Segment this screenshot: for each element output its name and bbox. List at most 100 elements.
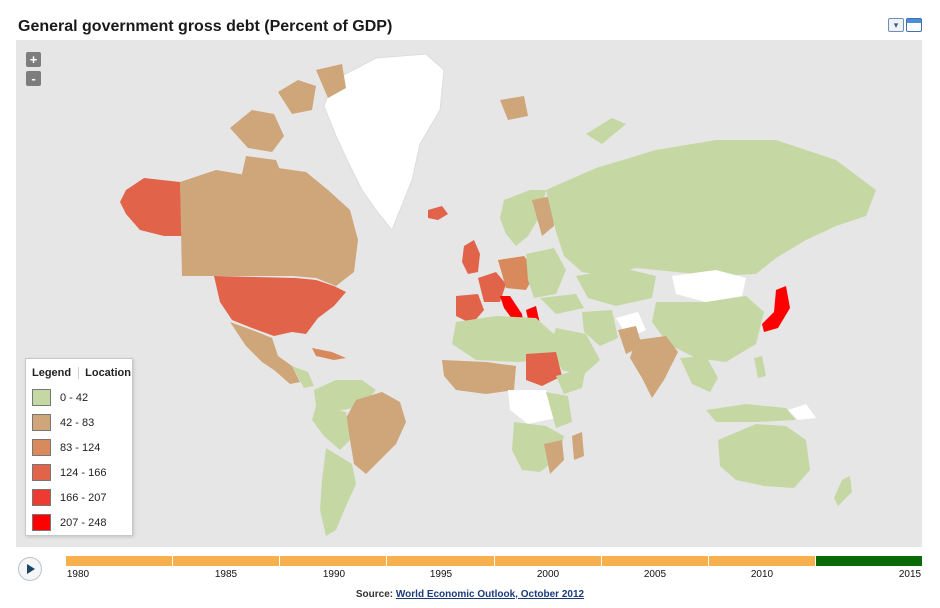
- country-madagascar: [572, 432, 584, 460]
- country-mexico: [230, 322, 300, 384]
- tab-legend[interactable]: Legend: [32, 367, 72, 379]
- legend-swatch: [32, 464, 51, 481]
- world-map[interactable]: + - Legend Location 0 - 42 42 - 83 83 - …: [16, 40, 922, 547]
- timeline-label: 2010: [750, 569, 774, 580]
- country-finland: [532, 196, 554, 236]
- legend-item: 0 - 42: [32, 385, 132, 410]
- timeline-label: 2005: [643, 569, 667, 580]
- country-iceland: [428, 206, 448, 220]
- timeline-label: 1995: [429, 569, 453, 580]
- country-afghanistan: [616, 312, 646, 338]
- country-uk: [462, 240, 480, 274]
- country-papua: [788, 404, 816, 420]
- play-button[interactable]: [18, 557, 42, 581]
- timeline-segment-1995[interactable]: [387, 556, 495, 566]
- country-iran: [582, 310, 618, 346]
- timeline-segment-2015[interactable]: [815, 556, 922, 566]
- country-caribbean: [312, 348, 346, 360]
- legend-item: 207 - 248: [32, 510, 132, 535]
- country-indonesia: [706, 404, 796, 422]
- legend-label: 166 - 207: [60, 491, 107, 504]
- country-central-america: [292, 366, 314, 388]
- legend-label: 83 - 124: [60, 441, 101, 454]
- country-mongolia: [672, 270, 746, 302]
- legend-swatch: [32, 414, 51, 431]
- chart-title: General government gross debt (Percent o…: [18, 18, 393, 35]
- legend-label: 124 - 166: [60, 466, 107, 479]
- country-germany-central: [498, 256, 536, 290]
- source-prefix: Source:: [355, 589, 394, 600]
- timeline-segment-2010[interactable]: [708, 556, 816, 566]
- timeline-label: 1990: [322, 569, 346, 580]
- legend-item: 124 - 166: [32, 460, 132, 485]
- legend-tabs: Legend Location: [26, 359, 132, 379]
- country-philippines: [754, 356, 766, 378]
- country-china: [652, 296, 764, 362]
- dropdown-icon[interactable]: ▾: [888, 18, 904, 32]
- country-novaya-zemlya: [586, 118, 626, 144]
- legend-item: 42 - 83: [32, 410, 132, 435]
- country-japan: [762, 286, 790, 332]
- timeline-label: 1980: [66, 569, 90, 580]
- country-australia: [718, 424, 810, 488]
- country-north-africa: [452, 316, 556, 362]
- country-east-africa: [546, 392, 572, 428]
- country-turkey: [540, 294, 584, 314]
- zoom-out-button[interactable]: -: [26, 71, 41, 86]
- country-alaska: [120, 178, 182, 236]
- legend-label: 0 - 42: [60, 391, 89, 404]
- country-spain: [456, 294, 484, 324]
- legend-label: 207 - 248: [60, 516, 107, 529]
- timeline-track[interactable]: [66, 556, 922, 566]
- country-sudan: [526, 352, 562, 386]
- legend-items: 0 - 42 42 - 83 83 - 124 124 - 166 166 - …: [26, 379, 132, 535]
- legend-swatch: [32, 439, 51, 456]
- timeline: 1980 1985 1990 1995 2000 2005 2010 2015: [16, 551, 922, 586]
- country-india: [630, 336, 678, 398]
- country-kazakhstan: [576, 268, 656, 306]
- timeline-segment-2005[interactable]: [601, 556, 709, 566]
- timeline-label: 2015: [898, 569, 922, 580]
- country-svalbard: [500, 96, 528, 120]
- country-saudi-arabia: [550, 328, 600, 376]
- country-horn-africa: [556, 368, 586, 394]
- country-southeast-asia: [680, 356, 718, 392]
- country-greenland: [323, 53, 445, 231]
- timeline-segment-1985[interactable]: [173, 556, 281, 566]
- country-korea: [750, 308, 760, 328]
- legend-item: 166 - 207: [32, 485, 132, 510]
- legend-panel: Legend Location 0 - 42 42 - 83 83 - 124 …: [25, 358, 133, 536]
- country-france: [478, 272, 506, 302]
- legend-item: 83 - 124: [32, 435, 132, 460]
- country-argentina-chile: [320, 448, 356, 536]
- map-canvas: [120, 53, 876, 536]
- zoom-in-button[interactable]: +: [26, 52, 41, 67]
- country-usa: [214, 276, 346, 336]
- window-controls: ▾: [888, 18, 922, 32]
- tab-location[interactable]: Location: [78, 367, 131, 379]
- source-link[interactable]: World Economic Outlook, October 2012: [395, 589, 585, 600]
- timeline-segment-1990[interactable]: [280, 556, 388, 566]
- timeline-label: 2000: [536, 569, 560, 580]
- timeline-label: 1985: [214, 569, 238, 580]
- country-brazil: [346, 392, 406, 474]
- country-canada: [180, 168, 358, 286]
- country-eastern-europe: [526, 248, 566, 298]
- play-icon: [27, 564, 35, 574]
- legend-swatch: [32, 489, 51, 506]
- legend-swatch: [32, 389, 51, 406]
- timeline-labels: 1980 1985 1990 1995 2000 2005 2010 2015: [66, 569, 922, 583]
- country-russia: [546, 140, 876, 276]
- legend-label: 42 - 83: [60, 416, 95, 429]
- timeline-segment-2000[interactable]: [494, 556, 602, 566]
- country-south-africa-east: [544, 440, 564, 474]
- country-peru-bolivia: [312, 406, 350, 450]
- legend-swatch: [32, 514, 51, 531]
- country-canada-islands: [230, 64, 346, 186]
- country-congo: [508, 390, 556, 424]
- country-new-zealand: [834, 476, 852, 506]
- window-icon[interactable]: [906, 18, 922, 32]
- country-west-africa: [442, 360, 516, 394]
- timeline-segment-1980[interactable]: [66, 556, 174, 566]
- source-line: Source: World Economic Outlook, October …: [0, 589, 940, 600]
